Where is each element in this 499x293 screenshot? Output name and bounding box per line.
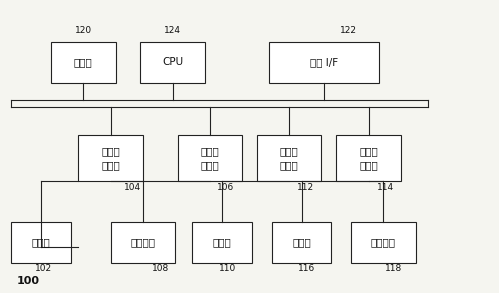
Text: 摄像机: 摄像机 bbox=[32, 237, 50, 247]
Text: 104: 104 bbox=[124, 183, 141, 192]
Text: CPU: CPU bbox=[162, 57, 183, 67]
Text: 图像解
码部分: 图像解 码部分 bbox=[201, 146, 219, 170]
FancyBboxPatch shape bbox=[272, 222, 331, 263]
FancyBboxPatch shape bbox=[111, 222, 175, 263]
Text: 图像编
码部分: 图像编 码部分 bbox=[101, 146, 120, 170]
Text: 麦克风: 麦克风 bbox=[213, 237, 232, 247]
FancyBboxPatch shape bbox=[11, 222, 71, 263]
Text: 通信 I/F: 通信 I/F bbox=[310, 57, 338, 67]
FancyBboxPatch shape bbox=[178, 135, 242, 181]
Text: 输入部分: 输入部分 bbox=[371, 237, 396, 247]
FancyBboxPatch shape bbox=[351, 222, 416, 263]
Text: 120: 120 bbox=[75, 26, 92, 35]
Text: 118: 118 bbox=[385, 264, 402, 273]
Text: 声音解
码部分: 声音解 码部分 bbox=[359, 146, 378, 170]
Text: 扬声器: 扬声器 bbox=[292, 237, 311, 247]
Text: 110: 110 bbox=[219, 264, 236, 273]
Text: 102: 102 bbox=[35, 264, 52, 273]
Text: 声音编
码部分: 声音编 码部分 bbox=[280, 146, 298, 170]
Text: 122: 122 bbox=[340, 26, 357, 35]
Text: 112: 112 bbox=[296, 183, 314, 192]
Text: 显示部分: 显示部分 bbox=[130, 237, 155, 247]
FancyBboxPatch shape bbox=[78, 135, 143, 181]
FancyBboxPatch shape bbox=[51, 42, 116, 83]
Text: 存储器: 存储器 bbox=[74, 57, 93, 67]
Text: 106: 106 bbox=[217, 183, 235, 192]
FancyBboxPatch shape bbox=[193, 222, 252, 263]
FancyBboxPatch shape bbox=[269, 42, 379, 83]
Text: 124: 124 bbox=[164, 26, 181, 35]
FancyBboxPatch shape bbox=[336, 135, 401, 181]
FancyBboxPatch shape bbox=[140, 42, 205, 83]
FancyBboxPatch shape bbox=[257, 135, 321, 181]
Text: 108: 108 bbox=[152, 264, 169, 273]
Text: 100: 100 bbox=[16, 276, 39, 286]
Text: 114: 114 bbox=[377, 183, 395, 192]
Text: 116: 116 bbox=[298, 264, 315, 273]
